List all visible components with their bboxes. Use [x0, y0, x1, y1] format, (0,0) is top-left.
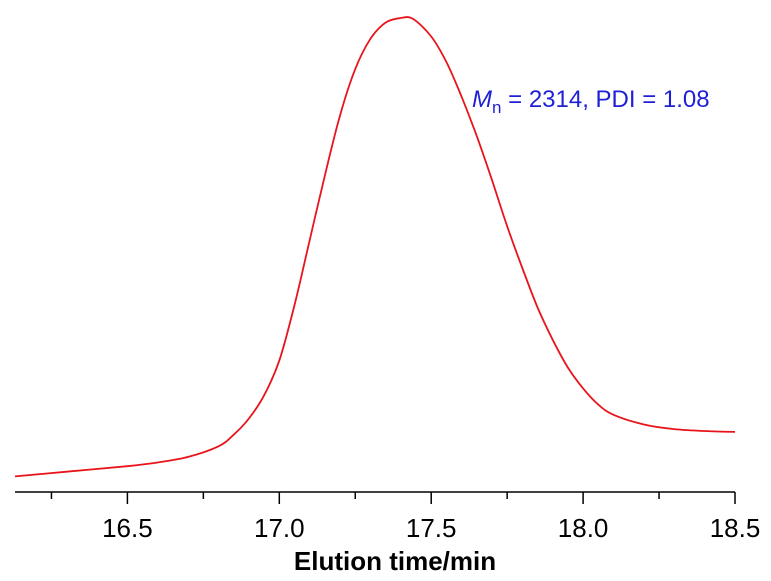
x-tick-label: 17.0 — [254, 513, 305, 543]
x-tick-label: 17.5 — [406, 513, 457, 543]
mn-pdi-annotation: Mn = 2314, PDI = 1.08 — [472, 86, 710, 117]
elution-curve-line — [14, 16, 736, 478]
x-axis-ticks — [50, 492, 736, 504]
mn-subscript: n — [492, 98, 501, 117]
x-tick-label: 18.5 — [710, 513, 761, 543]
x-axis-title: Elution time/min — [294, 546, 496, 576]
x-tick-label: 16.5 — [102, 513, 153, 543]
mn-pdi-value: = 2314, PDI = 1.08 — [501, 86, 709, 113]
x-axis-tick-labels: 16.5 17.0 17.5 18.0 18.5 — [102, 513, 760, 543]
mn-symbol: M — [472, 86, 492, 113]
x-tick-label: 18.0 — [558, 513, 609, 543]
